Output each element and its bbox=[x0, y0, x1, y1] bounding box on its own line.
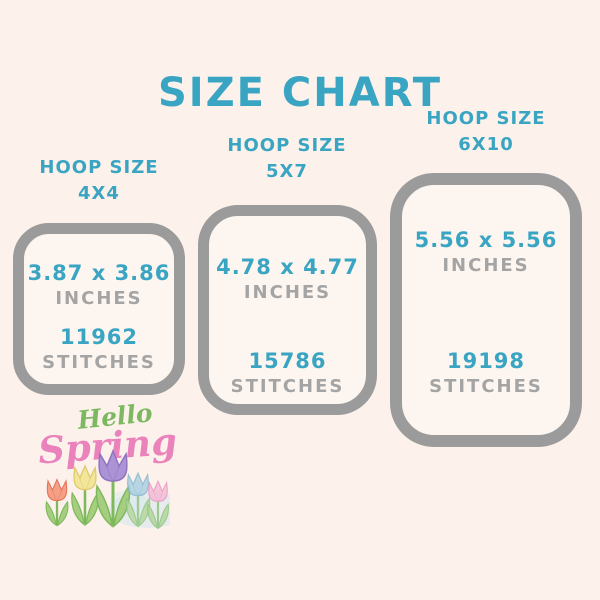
stitch-count: 15786 bbox=[248, 349, 327, 373]
tulip-purple-icon bbox=[95, 448, 131, 528]
inches-label: INCHES bbox=[442, 255, 530, 276]
tulip-yellow-icon bbox=[71, 464, 99, 526]
hoop-size-label: HOOP SIZE bbox=[426, 108, 546, 129]
hello-spring-logo: Hello Spring bbox=[30, 398, 210, 538]
hoop-header-5x7: HOOP SIZE 5X7 bbox=[202, 133, 372, 185]
tulip-pink-icon bbox=[147, 479, 169, 530]
hoop-size-value: 5X7 bbox=[266, 161, 308, 182]
stitches-group: 15786 STITCHES bbox=[209, 348, 366, 399]
stitches-group: 11962 STITCHES bbox=[24, 324, 174, 375]
tulip-blue-icon bbox=[125, 471, 151, 528]
dimensions-value: 4.78 x 4.77 bbox=[216, 255, 359, 279]
hoop-box-5x7: 4.78 x 4.77 INCHES 15786 STITCHES bbox=[198, 205, 377, 415]
stitch-count: 19198 bbox=[446, 349, 526, 373]
dimensions-value: 5.56 x 5.56 bbox=[414, 228, 558, 252]
stitches-label: STITCHES bbox=[230, 376, 345, 397]
dimensions-group: 4.78 x 4.77 INCHES bbox=[209, 254, 366, 305]
dimensions-group: 3.87 x 3.86 INCHES bbox=[24, 260, 174, 311]
stitches-label: STITCHES bbox=[429, 376, 543, 397]
tulip-coral-icon bbox=[45, 478, 69, 527]
inches-label: INCHES bbox=[55, 288, 143, 309]
hoop-size-label: HOOP SIZE bbox=[227, 135, 347, 156]
stitches-label: STITCHES bbox=[42, 352, 156, 373]
stitches-group: 19198 STITCHES bbox=[402, 348, 570, 399]
page-title: SIZE CHART bbox=[157, 70, 443, 116]
dimensions-group: 5.56 x 5.56 INCHES bbox=[402, 227, 570, 278]
hoop-size-value: 4X4 bbox=[78, 183, 120, 204]
hoop-box-6x10: 5.56 x 5.56 INCHES 19198 STITCHES bbox=[390, 173, 582, 447]
stitch-count: 11962 bbox=[59, 325, 139, 349]
hoop-box-4x4: 3.87 x 3.86 INCHES 11962 STITCHES bbox=[13, 223, 185, 395]
hoop-size-label: HOOP SIZE bbox=[39, 157, 159, 178]
hoop-header-6x10: HOOP SIZE 6X10 bbox=[401, 106, 571, 158]
tulip-bouquet-graphic bbox=[45, 448, 170, 530]
hoop-header-4x4: HOOP SIZE 4X4 bbox=[14, 155, 184, 207]
hoop-size-value: 6X10 bbox=[458, 134, 514, 155]
dimensions-value: 3.87 x 3.86 bbox=[27, 261, 171, 285]
inches-label: INCHES bbox=[243, 282, 332, 303]
